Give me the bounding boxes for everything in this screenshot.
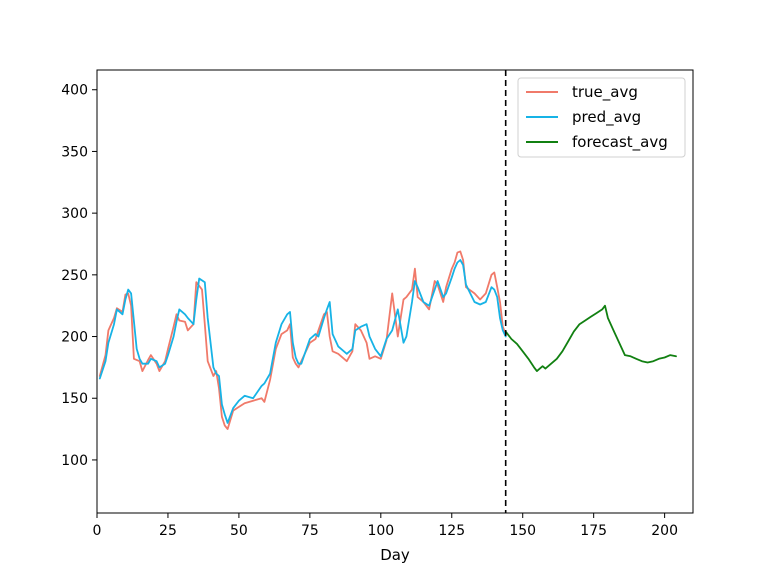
x-tick-label: 50 <box>230 523 248 539</box>
x-tick-label: 200 <box>651 523 678 539</box>
x-tick-label: 25 <box>159 523 177 539</box>
x-tick-label: 75 <box>301 523 319 539</box>
legend-label-true-avg: true_avg <box>572 83 638 102</box>
x-axis: 0 25 50 75 100 125 150 175 200 <box>93 513 678 539</box>
x-tick-label: 175 <box>580 523 607 539</box>
y-tick-label: 100 <box>61 453 88 469</box>
legend: true_avg pred_avg forecast_avg <box>517 77 686 158</box>
legend-label-forecast-avg: forecast_avg <box>572 133 668 152</box>
x-axis-label: Day <box>380 546 410 564</box>
y-tick-label: 400 <box>61 83 88 99</box>
y-tick-label: 350 <box>61 144 88 160</box>
y-tick-label: 200 <box>61 330 88 346</box>
x-tick-label: 150 <box>509 523 536 539</box>
x-tick-label: 0 <box>93 523 102 539</box>
y-tick-label: 300 <box>61 206 88 222</box>
plot-frame <box>96 69 694 514</box>
y-axis: 100 150 200 250 300 350 400 <box>61 83 97 469</box>
series-line-forecast-avg <box>504 304 677 372</box>
legend-box <box>517 77 686 158</box>
x-tick-label: 100 <box>367 523 394 539</box>
x-tick-label: 125 <box>438 523 465 539</box>
series-layer <box>98 250 677 430</box>
legend-label-pred-avg: pred_avg <box>572 108 641 127</box>
y-tick-label: 150 <box>61 391 88 407</box>
series-line-pred-avg <box>98 259 507 424</box>
y-tick-label: 250 <box>61 268 88 284</box>
